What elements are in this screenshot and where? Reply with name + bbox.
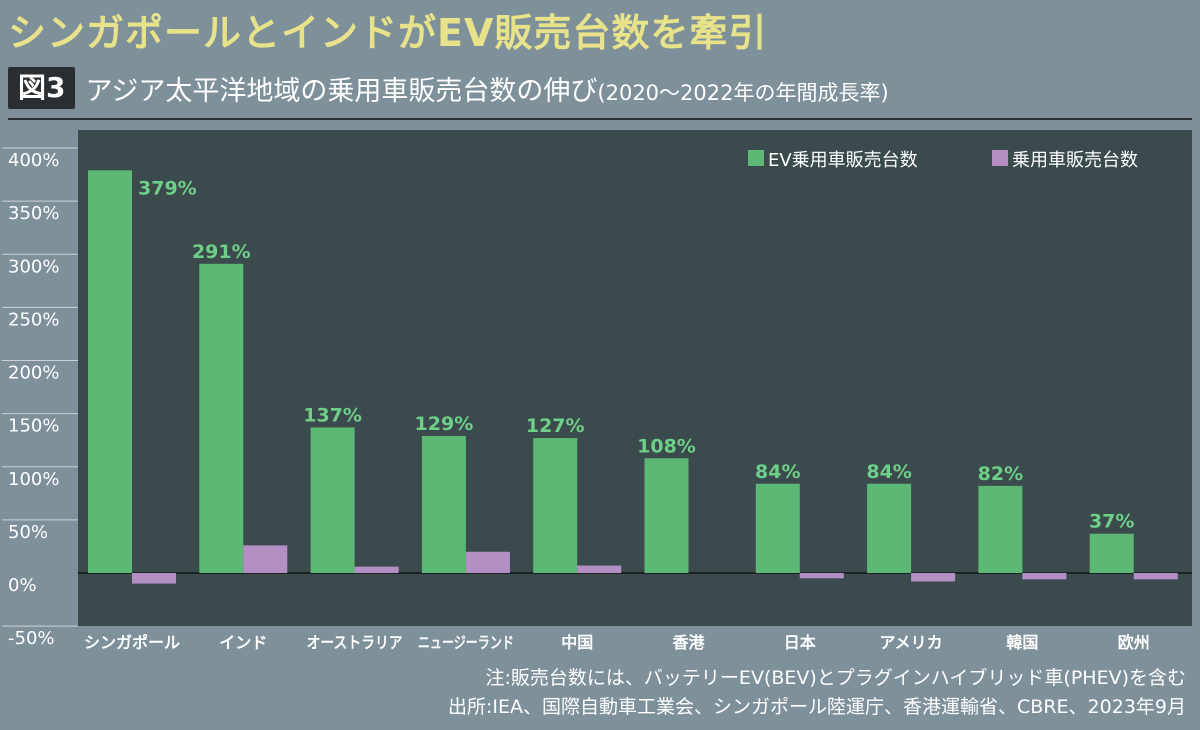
passenger-bar <box>577 565 622 573</box>
category-label: インド <box>219 633 267 652</box>
y-tick-label: 250% <box>8 309 59 330</box>
value-label: 108% <box>637 435 696 457</box>
legend-swatch-ev <box>748 150 764 166</box>
figure-subtitle: (2020〜2022年の年間成長率) <box>597 80 889 105</box>
passenger-bar <box>465 551 510 573</box>
figure-title: アジア太平洋地域の乗用車販売台数の伸び(2020〜2022年の年間成長率) <box>85 69 888 108</box>
category-label: 欧州 <box>1118 633 1150 652</box>
ev-bar <box>644 458 689 573</box>
y-tick-label: 400% <box>8 150 59 171</box>
ev-bar <box>755 483 800 573</box>
bars <box>88 170 1178 584</box>
legend-swatch-passenger <box>992 150 1008 166</box>
category-labels: シンガポール インド オーストラリア ニュージーランド 中国 香港 日本 アメリカ 韓国 欧州 <box>84 633 1150 652</box>
figure-title-row: 図3 アジア太平洋地域の乗用車販売台数の伸び(2020〜2022年の年間成長率) <box>8 66 889 110</box>
source-text: 出所:IEA、国際自動車工業会、シンガポール陸運庁、香港運輸省、CBRE、202… <box>448 696 1186 718</box>
y-tick-label: -50% <box>8 628 55 649</box>
passenger-bar <box>132 573 176 584</box>
category-label: 日本 <box>784 633 816 652</box>
value-label: 84% <box>755 461 800 483</box>
passenger-bar <box>799 573 844 579</box>
ev-bar <box>199 263 244 573</box>
ev-bar <box>867 483 912 573</box>
note-text: 注:販売台数には、バッテリーEV(BEV)とプラグインハイブリッド車(PHEV)… <box>485 667 1186 689</box>
ev-bar <box>310 427 355 573</box>
y-tick-label: 100% <box>8 469 59 490</box>
passenger-bar <box>911 573 956 582</box>
ev-bar <box>88 170 132 573</box>
title-divider <box>8 118 1192 120</box>
ev-bar <box>533 438 578 573</box>
passenger-bar <box>243 545 288 573</box>
category-label: ニュージーランド <box>418 633 514 652</box>
category-label: 香港 <box>671 633 705 652</box>
value-label: 291% <box>192 241 251 263</box>
passenger-bar <box>1133 573 1178 580</box>
legend-label-ev: EV乗用車販売台数 <box>768 150 918 171</box>
y-tick-label: 300% <box>8 256 59 277</box>
value-label: 82% <box>978 463 1023 485</box>
value-label: 127% <box>526 415 585 437</box>
y-tick-label: 150% <box>8 416 59 437</box>
category-label: シンガポール <box>84 633 180 652</box>
value-label: 37% <box>1089 511 1134 533</box>
category-label: 韓国 <box>1006 633 1038 652</box>
value-labels: 379% 291% 137% 129% 127% 108% 84% 84% 82% 37% <box>138 177 1134 532</box>
y-tick-label: 0% <box>8 575 37 596</box>
y-tick-label: 50% <box>8 522 48 543</box>
y-tick-label: 200% <box>8 363 59 384</box>
y-tick-label: 350% <box>8 203 59 224</box>
ev-bar <box>1089 533 1134 573</box>
legend: EV乗用車販売台数 乗用車販売台数 <box>748 150 1138 171</box>
headline: シンガポールとインドがEV販売台数を牽引 <box>8 11 768 55</box>
passenger-bar <box>1022 573 1067 580</box>
value-label: 129% <box>415 413 474 435</box>
footnotes: 注:販売台数には、バッテリーEV(BEV)とプラグインハイブリッド車(PHEV)… <box>448 664 1186 722</box>
value-label: 84% <box>866 461 911 483</box>
value-label: 379% <box>138 177 197 199</box>
category-label: 中国 <box>561 633 593 652</box>
category-label: アメリカ <box>879 633 942 652</box>
passenger-bar <box>354 566 399 573</box>
ev-bar <box>978 485 1023 573</box>
figure-title-main: アジア太平洋地域の乗用車販売台数の伸び <box>85 75 598 107</box>
legend-label-passenger: 乗用車販売台数 <box>1012 150 1138 171</box>
ev-bar <box>421 435 466 573</box>
figure-badge: 図3 <box>8 67 76 109</box>
category-label: オーストラリア <box>307 633 403 652</box>
value-label: 137% <box>303 404 362 426</box>
